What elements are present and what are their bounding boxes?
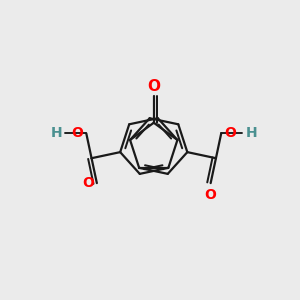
Text: O: O	[224, 126, 236, 140]
Text: O: O	[82, 176, 94, 190]
Text: O: O	[147, 79, 160, 94]
Text: H: H	[245, 126, 257, 140]
Text: O: O	[205, 188, 217, 202]
Text: O: O	[71, 126, 83, 140]
Text: H: H	[50, 126, 62, 140]
